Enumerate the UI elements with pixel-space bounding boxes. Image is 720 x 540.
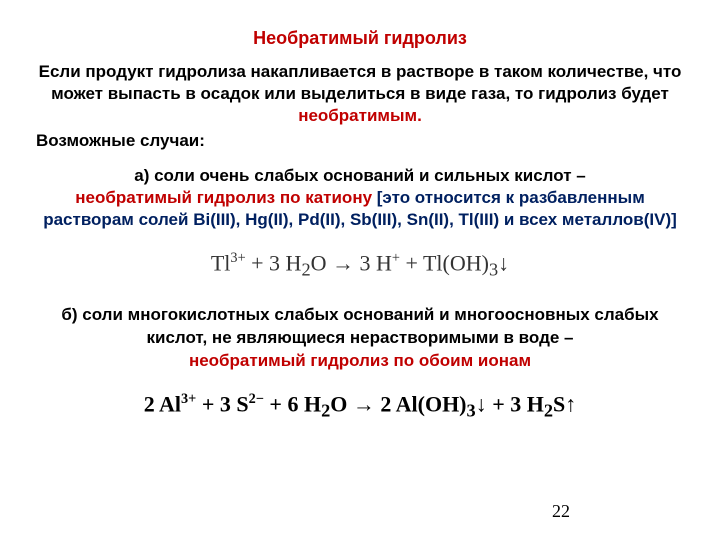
case-a-block: а) соли очень слабых оснований и сильных… [36,165,684,231]
title-text: Необратимый гидролиз [253,28,467,48]
slide-title: Необратимый гидролиз [36,28,684,49]
page-number: 22 [552,501,570,522]
intro-highlight: необратимым. [298,106,422,125]
eq1-h-charge: + [392,250,400,266]
eq1-lhs-charge: 3+ [230,250,245,266]
eq2-aloh-sub: 3 [467,401,476,421]
eq2-c3: + 6 H [264,391,321,416]
eq1-plus1: + 3 H [246,250,302,275]
eq2-c5: + 3 H [487,391,544,416]
eq1-down-arrow: ↓ [498,250,509,275]
eq2-c2: + 3 S [196,391,248,416]
intro-pre: Если продукт гидролиза накапливается в р… [39,62,682,103]
intro-paragraph: Если продукт гидролиза накапливается в р… [36,61,684,127]
eq2-al-charge: 3+ [181,391,196,407]
eq2-s-charge: 2− [249,391,264,407]
equation-2: 2 Al3+ + 3 S2− + 6 H2O → 2 Al(OH)3↓ + 3 … [36,391,684,422]
eq2-c4: O → 2 Al(OH) [330,391,466,416]
eq2-c1: 2 Al [144,391,181,416]
cases-label: Возможные случаи: [36,131,684,151]
eq1-rhs-plus: + Tl(OH) [400,250,489,275]
eq2-down-arrow: ↓ [476,391,487,416]
eq1-lhs-species: Tl [211,250,231,275]
eq2-h2s-sub: 2 [544,401,553,421]
equation-1: Tl3+ + 3 H2O → 3 H+ + Tl(OH)3↓ [36,250,684,281]
eq2-up-arrow: ↑ [565,391,576,416]
eq2-h2o-sub: 2 [321,401,330,421]
eq2-c6: S [553,391,565,416]
case-b-red: необратимый гидролиз по обоим ионам [189,351,531,370]
case-a-red: необратимый гидролиз по катиону [75,188,377,207]
case-b-text: б) соли многокислотных слабых оснований … [61,305,658,347]
eq1-h2o-sub: 2 [301,259,310,279]
eq1-rhs-sub: 3 [489,259,498,279]
eq1-h2o-tail: O → 3 H [311,250,392,275]
case-b-block: б) соли многокислотных слабых оснований … [36,304,684,373]
case-a-lead: а) соли очень слабых оснований и сильных… [134,166,585,185]
